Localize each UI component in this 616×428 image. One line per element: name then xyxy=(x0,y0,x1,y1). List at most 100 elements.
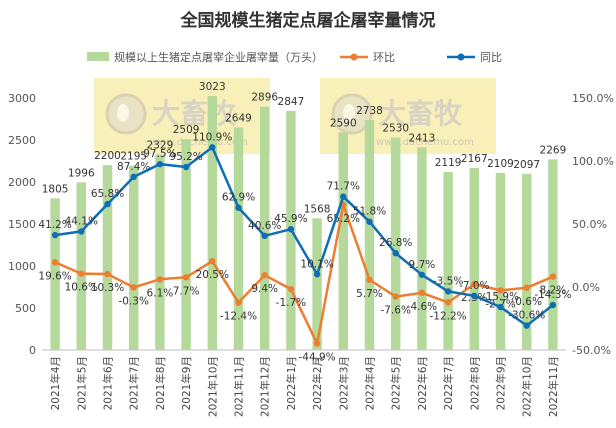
series-point xyxy=(313,271,321,278)
series-value-label: -0.6% xyxy=(511,296,541,308)
bar xyxy=(443,172,453,350)
bar xyxy=(128,165,139,350)
series-value-label: 10.6% xyxy=(65,282,98,294)
x-tick-label: 2021年4月 xyxy=(49,356,62,410)
x-tick-label: 2021年6月 xyxy=(102,356,115,410)
series-point xyxy=(182,274,190,281)
series-point xyxy=(392,250,399,257)
series-point xyxy=(444,299,452,306)
bar xyxy=(312,218,322,350)
x-tick-label: 2022年3月 xyxy=(337,356,350,410)
x-tick-label: 2022年9月 xyxy=(495,356,508,410)
bar-value-label: 2269 xyxy=(540,144,567,156)
series-value-label: -12.2% xyxy=(430,310,467,322)
y-right-tick-label: 100.0% xyxy=(572,155,614,168)
y-left-tick-label: 3000 xyxy=(8,92,36,105)
y-right-tick-label: 150.0% xyxy=(572,92,614,105)
legend-swatch-bar xyxy=(87,52,109,61)
series-value-label: -7.0% xyxy=(459,280,489,292)
x-tick-label: 2022年4月 xyxy=(364,356,377,410)
series-point xyxy=(156,276,164,283)
bar xyxy=(417,147,427,350)
x-tick-label: 2021年9月 xyxy=(180,356,193,410)
x-tick-label: 2022年8月 xyxy=(468,356,481,410)
bar xyxy=(338,132,349,350)
series-point xyxy=(104,270,111,278)
bar-value-label: 2847 xyxy=(278,96,305,108)
series-value-label: -14.3% xyxy=(534,289,571,301)
bar xyxy=(469,167,480,350)
series-value-label: 45.9% xyxy=(274,213,307,225)
bar-value-label: 2590 xyxy=(330,117,357,129)
series-point xyxy=(104,200,111,208)
y-left-tick-label: 1500 xyxy=(8,218,36,231)
series-value-label: -7.6% xyxy=(380,305,410,317)
series-value-label: 62.9% xyxy=(222,192,255,204)
bar-value-label: 2195 xyxy=(120,151,147,163)
series-point xyxy=(287,225,295,233)
bar-value-label: 2509 xyxy=(173,124,200,136)
series-value-label: 40.6% xyxy=(248,220,281,232)
watermark-logo-left: 大畜牧 www.dachemu.com xyxy=(105,93,248,148)
bar xyxy=(390,137,401,350)
series-point xyxy=(471,280,478,288)
series-value-label: 6.1% xyxy=(147,287,174,299)
y-right-tick-label: 50.0% xyxy=(572,218,607,231)
bar-value-label: 3023 xyxy=(199,81,226,93)
series-value-label: -30.6% xyxy=(508,310,545,322)
legend-label-yoy: 同比 xyxy=(480,51,502,64)
bar-value-label: 2649 xyxy=(225,112,252,124)
series-value-label: 41.2% xyxy=(38,219,71,231)
bar xyxy=(521,173,532,350)
series-value-label: 65.8% xyxy=(91,188,124,200)
bar xyxy=(233,127,244,350)
bar-value-label: 2738 xyxy=(356,105,383,117)
x-tick-label: 2021年5月 xyxy=(75,356,88,410)
series-point xyxy=(444,288,452,295)
bar xyxy=(495,172,506,350)
series-point xyxy=(392,293,399,300)
x-tick-label: 2021年12月 xyxy=(259,356,272,417)
bar xyxy=(102,165,113,350)
watermark-logo-right: 大畜牧 www.dachemu.com xyxy=(331,93,474,148)
series-value-label: 7.7% xyxy=(173,285,200,297)
series-point xyxy=(523,284,530,291)
series-value-label: -0.3% xyxy=(118,295,148,307)
series-value-label: 10.1% xyxy=(300,258,333,270)
y-left-tick-label: 2000 xyxy=(8,176,36,189)
series-point xyxy=(78,228,85,235)
series-point xyxy=(261,232,268,240)
series-point xyxy=(497,303,504,311)
series-value-label: -12.4% xyxy=(220,311,257,323)
legend-label-bar: 规模以上生猪定点屠宰企业屠宰量（万头） xyxy=(114,50,323,64)
series-point xyxy=(313,340,321,347)
plot-area: 0 500 1000 1500 2000 2500 3000 -50.0% 0.0% 50.0% 1… xyxy=(8,81,614,417)
x-tick-label: 2022年2月 xyxy=(311,356,324,410)
bar-value-label: 2097 xyxy=(513,159,540,171)
y-right-tick-label: 0.0% xyxy=(572,281,600,294)
bar-value-label: 2200 xyxy=(94,150,121,162)
series-point xyxy=(51,231,59,239)
y-right-tick-label: -50.0% xyxy=(572,344,611,357)
x-tick-label: 2021年11月 xyxy=(233,356,246,417)
series-point xyxy=(51,259,59,266)
bar-value-label: 2109 xyxy=(487,158,514,170)
series-point xyxy=(418,271,426,278)
series-value-label: -4.6% xyxy=(407,301,437,313)
series-value-label: 87.4% xyxy=(117,161,150,173)
bar xyxy=(207,96,218,351)
x-tick-label: 2022年6月 xyxy=(416,356,429,410)
series-value-label: 51.8% xyxy=(353,206,386,218)
series-value-label: -44.9% xyxy=(299,352,336,364)
x-tick-label: 2021年10月 xyxy=(206,356,219,417)
watermark-url-right: www.dachemu.com xyxy=(376,137,474,148)
series-point xyxy=(471,292,478,300)
series-line xyxy=(54,146,554,327)
bar-value-label: 2896 xyxy=(251,92,278,104)
series-point xyxy=(261,271,268,279)
series-point xyxy=(287,285,295,293)
series-point xyxy=(156,160,164,168)
legend: 规模以上生猪定点屠宰企业屠宰量（万头） 环比 同比 xyxy=(87,50,502,64)
